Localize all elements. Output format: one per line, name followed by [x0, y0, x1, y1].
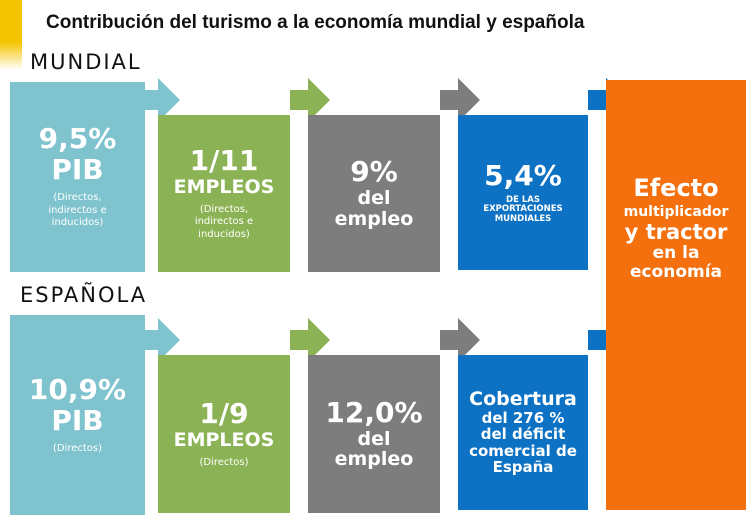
- arrow-right-icon: [458, 78, 480, 122]
- export-line2: DE LAS: [506, 194, 540, 205]
- mundial-export-box: 5,4% DE LAS EXPORTACIONES MUNDIALES: [458, 115, 588, 270]
- arrow-right-icon: [308, 78, 330, 122]
- empleos-name: EMPLEOS: [173, 175, 275, 198]
- cobertura-line5: España: [492, 458, 554, 477]
- section-label-mundial: MUNDIAL: [30, 50, 142, 74]
- efecto-line1: Efecto: [633, 174, 719, 202]
- arrow-right-icon: [158, 78, 180, 122]
- arrow-stem: [145, 330, 161, 350]
- arrow-stem: [440, 90, 460, 110]
- section-label-espanola: ESPAÑOLA: [20, 283, 148, 307]
- pib-note: (Directos, indirectos e inducidos): [48, 192, 107, 229]
- cobertura-line2: del 276 %: [481, 408, 565, 427]
- pib-note: (Directos): [52, 442, 103, 454]
- empleo-value: 9%: [350, 155, 398, 189]
- empleos-name: EMPLEOS: [173, 428, 275, 451]
- accent-bar: [0, 0, 22, 70]
- arrow-stem: [145, 90, 161, 110]
- cobertura-line3: del déficit: [480, 425, 566, 444]
- empleos-value: 1/11: [189, 143, 259, 177]
- efecto-box: Efecto multiplicador y tractor en la eco…: [606, 80, 746, 510]
- page-title: Contribución del turismo a la economía m…: [46, 12, 585, 33]
- arrow-stem: [290, 330, 310, 350]
- cobertura-line1: Cobertura: [469, 388, 577, 411]
- arrow-right-icon: [458, 318, 480, 362]
- efecto-line2: multiplicador: [623, 204, 729, 221]
- mundial-empleo-box: 9% del empleo: [308, 115, 440, 272]
- arrow-right-icon: [158, 318, 180, 362]
- empleo-line3: empleo: [334, 207, 414, 230]
- arrow-stem: [588, 90, 608, 110]
- pib-name: PIB: [51, 153, 104, 187]
- efecto-line3: y tractor: [624, 219, 728, 244]
- empleos-note: (Directos): [199, 456, 249, 468]
- arrow-right-icon: [308, 318, 330, 362]
- espanola-pib-box: 10,9% PIB (Directos): [10, 315, 145, 515]
- espanola-cobertura-box: Cobertura del 276 % del déficit comercia…: [458, 355, 588, 510]
- empleo-line2: del: [357, 427, 391, 450]
- arrow-stem: [290, 90, 310, 110]
- export-line4: MUNDIALES: [494, 213, 552, 224]
- pib-value: 10,9%: [28, 372, 127, 406]
- efecto-line4: en la: [652, 242, 700, 263]
- empleo-line2: del: [357, 187, 391, 209]
- empleo-line3: empleo: [334, 448, 414, 471]
- mundial-pib-box: 9,5% PIB (Directos, indirectos e inducid…: [10, 82, 145, 272]
- export-line3: EXPORTACIONES: [483, 204, 563, 215]
- mundial-empleos-box: 1/11 EMPLEOS (Directos, indirectos e ind…: [158, 115, 290, 272]
- efecto-line5: economía: [629, 261, 723, 282]
- empleos-value: 1/9: [199, 396, 249, 430]
- pib-name: PIB: [51, 403, 104, 437]
- empleo-value: 12,0%: [325, 395, 423, 429]
- espanola-empleos-box: 1/9 EMPLEOS (Directos): [158, 355, 290, 513]
- export-value: 5,4%: [484, 159, 562, 193]
- empleos-note: (Directos, indirectos e inducidos): [194, 203, 254, 240]
- espanola-empleo-box: 12,0% del empleo: [308, 355, 440, 513]
- pib-value: 9,5%: [38, 122, 117, 156]
- arrow-stem: [588, 330, 608, 350]
- arrow-stem: [440, 330, 460, 350]
- cobertura-line4: comercial de: [469, 441, 577, 460]
